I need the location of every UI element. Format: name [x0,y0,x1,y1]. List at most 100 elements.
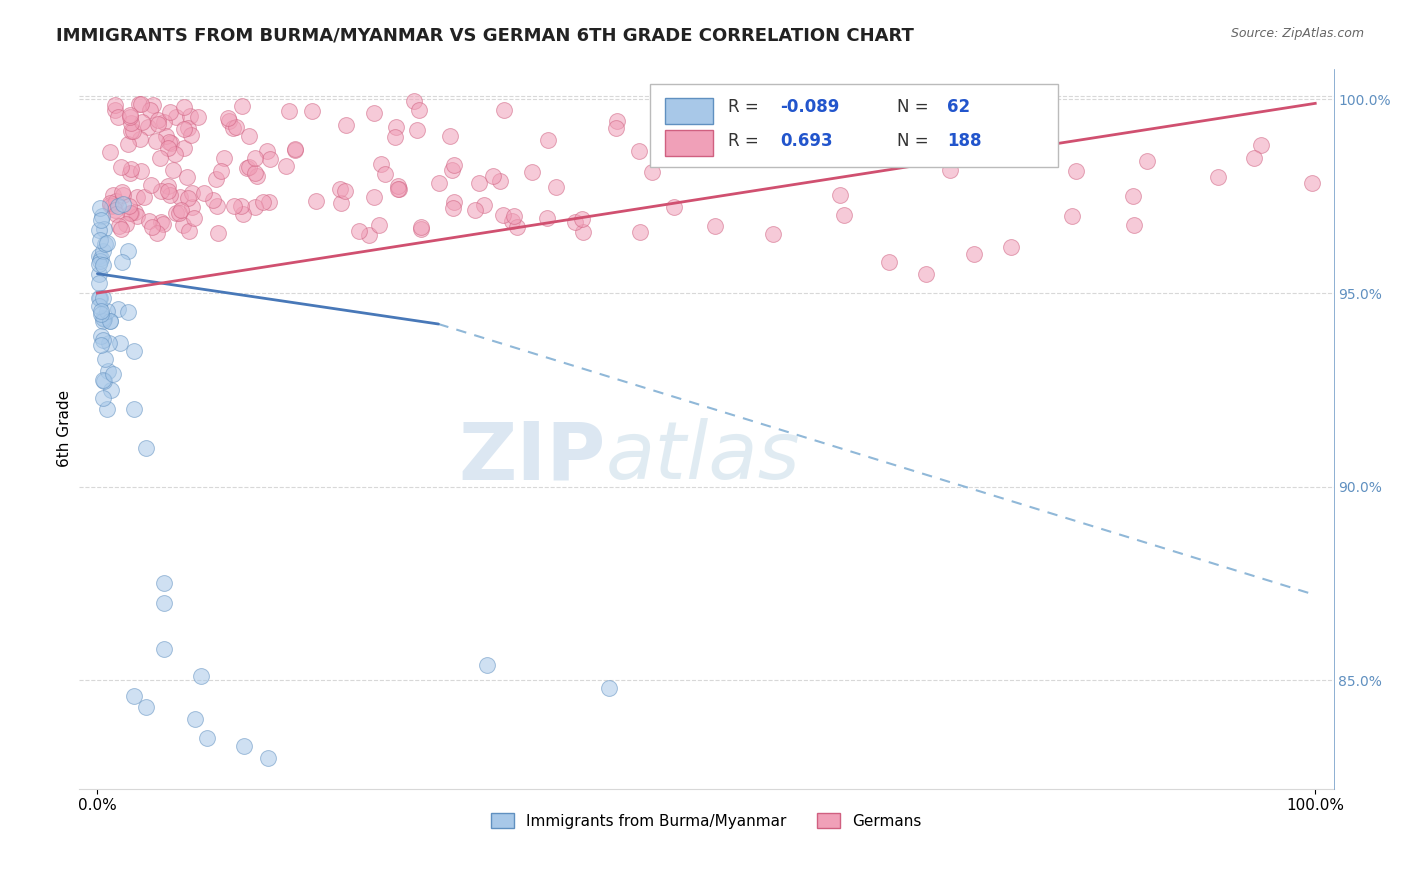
Point [503,209,526,223]
Point [165,206,187,220]
Point [333,184,356,198]
Text: IMMIGRANTS FROM BURMA/MYANMAR VS GERMAN 6TH GRADE CORRELATION CHART: IMMIGRANTS FROM BURMA/MYANMAR VS GERMAN … [56,27,914,45]
Point [159,105,181,120]
Point [330,196,353,211]
Point [217,111,239,125]
Point [1123,219,1146,233]
Point [110,160,132,174]
Point [363,106,385,120]
Point [165,110,187,124]
Point [474,197,496,211]
Point [146,226,169,240]
Point [257,750,280,764]
Point [89,201,111,215]
Point [150,184,173,198]
Point [184,712,207,726]
Point [89,254,111,268]
Point [704,219,727,233]
Point [212,151,235,165]
Point [87,291,110,305]
Point [118,110,141,124]
Point [91,311,114,326]
FancyBboxPatch shape [665,98,713,124]
Point [387,179,409,194]
Point [243,200,266,214]
Point [180,200,202,214]
Point [1000,239,1022,253]
Point [259,152,281,166]
Point [100,383,122,397]
Point [96,303,118,318]
Point [156,141,179,155]
Point [91,391,114,405]
Point [628,225,651,239]
Point [131,163,153,178]
Point [181,186,204,201]
Point [190,669,212,683]
Point [110,222,132,236]
Point [187,110,209,124]
FancyBboxPatch shape [665,130,713,156]
Point [427,176,450,190]
Point [118,199,141,213]
Point [238,128,260,143]
Text: atlas: atlas [606,418,801,496]
Point [120,161,142,176]
Point [195,731,218,746]
Point [284,143,307,157]
Point [90,304,112,318]
Point [939,162,962,177]
Point [117,244,139,259]
Point [402,94,425,108]
Point [91,333,114,347]
Point [90,213,112,227]
Point [832,208,855,222]
Point [475,657,498,672]
Point [662,200,685,214]
Point [149,152,172,166]
Point [167,205,190,219]
Point [127,190,149,204]
Point [501,213,523,227]
Point [118,166,141,180]
Point [104,207,127,221]
Point [150,215,173,229]
Point [1060,209,1083,223]
Point [89,291,111,305]
Point [153,596,176,610]
Point [256,145,278,159]
Point [111,255,134,269]
Point [105,194,128,208]
Point [1136,153,1159,168]
Point [225,120,247,134]
Point [107,199,129,213]
Point [120,206,142,220]
Point [98,314,121,328]
Point [370,156,392,170]
Point [243,165,266,179]
Point [696,112,718,127]
Point [169,190,191,204]
Point [1122,189,1144,203]
Point [111,187,134,202]
Point [101,367,124,381]
Point [98,336,121,351]
Point [605,120,627,135]
Point [408,103,430,117]
Point [177,224,200,238]
Point [329,182,352,196]
Point [155,128,177,143]
Point [89,233,111,247]
Point [1243,151,1265,165]
Point [145,134,167,148]
Point [411,222,433,236]
Point [222,199,245,213]
Point [120,124,142,138]
Text: R =: R = [728,98,763,116]
Point [134,190,156,204]
Point [1250,138,1272,153]
Point [120,206,142,220]
Point [491,208,513,222]
Text: N =: N = [897,131,934,150]
Point [232,207,254,221]
